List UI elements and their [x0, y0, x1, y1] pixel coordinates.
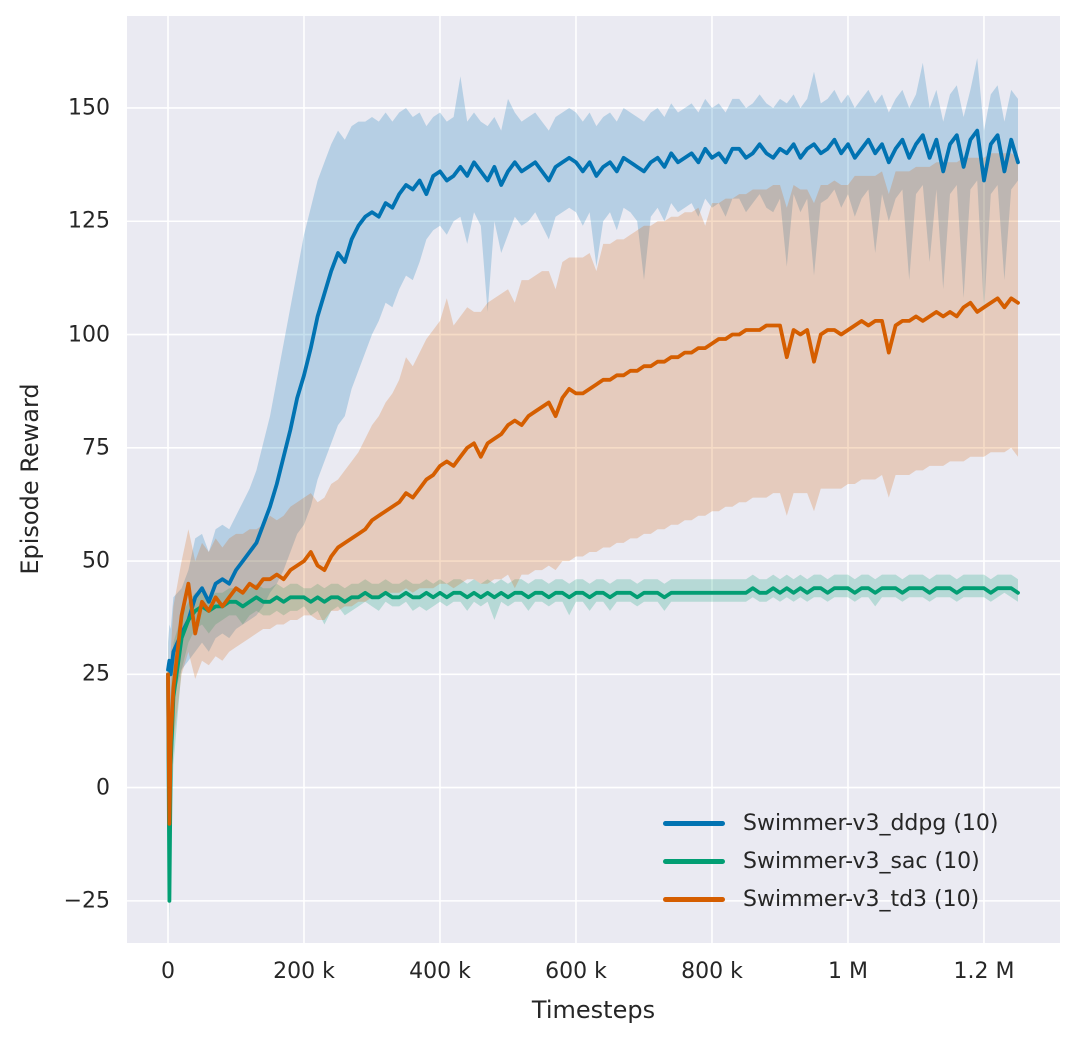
y-tick-label-125: 125	[68, 208, 110, 234]
y-tick-label-−25: −25	[63, 888, 110, 914]
plot-area	[127, 16, 1060, 943]
y-axis-label: Episode Reward	[16, 383, 44, 575]
y-tick-label-75: 75	[82, 435, 110, 461]
y-tick-label-50: 50	[82, 548, 110, 574]
y-tick-label-150: 150	[68, 95, 110, 121]
confidence-band-series-1	[168, 574, 1018, 924]
confidence-band-series-2	[168, 153, 1018, 901]
y-tick-label-0: 0	[96, 775, 110, 801]
legend-item-2: Swimmer-v3_td3 (10)	[663, 880, 998, 918]
legend-item-0: Swimmer-v3_ddpg (10)	[663, 804, 998, 842]
x-tick-label-1 M: 1 M	[827, 959, 868, 984]
legend-line-sample-1	[663, 858, 725, 864]
x-tick-label-600 k: 600 k	[545, 959, 607, 984]
legend-label-1: Swimmer-v3_sac (10)	[743, 848, 980, 874]
x-tick-label-800 k: 800 k	[681, 959, 743, 984]
legend: Swimmer-v3_ddpg (10) Swimmer-v3_sac (10) S…	[663, 804, 998, 918]
mean-line-series-0	[166, 128, 1020, 677]
x-tick-label-1.2 M: 1.2 M	[953, 959, 1015, 984]
chart-canvas	[127, 16, 1060, 943]
y-tick-label-25: 25	[82, 661, 110, 687]
mean-line-series-2	[166, 296, 1020, 826]
x-tick-label-200 k: 200 k	[273, 959, 335, 984]
legend-label-2: Swimmer-v3_td3 (10)	[743, 886, 980, 912]
legend-line-sample-0	[663, 820, 725, 826]
x-tick-label-400 k: 400 k	[409, 959, 471, 984]
mean-line-series-1	[166, 586, 1020, 903]
x-axis-label: Timesteps	[531, 996, 656, 1024]
legend-label-0: Swimmer-v3_ddpg (10)	[743, 810, 999, 836]
confidence-band-series-0	[168, 58, 1018, 720]
legend-item-1: Swimmer-v3_sac (10)	[663, 842, 998, 880]
y-tick-label-100: 100	[68, 322, 110, 347]
legend-line-sample-2	[663, 896, 725, 902]
x-tick-label-0: 0	[161, 959, 175, 984]
